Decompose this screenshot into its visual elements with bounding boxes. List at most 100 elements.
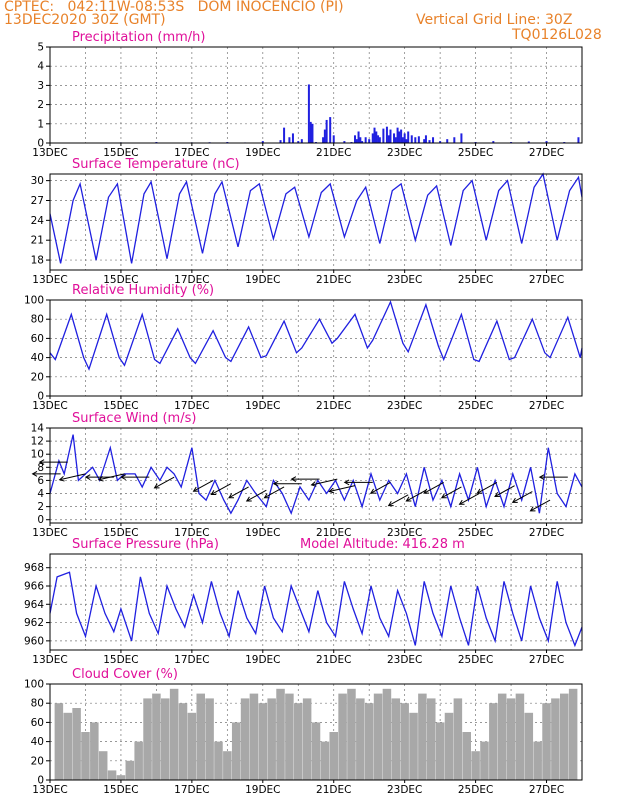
cloud-title: Cloud Cover (%) [72,667,178,682]
humidity-line [49,300,583,371]
wind-arrow-head [228,493,235,499]
cloud-xtick-label: 17DEC [174,784,209,796]
precip-bar [307,84,310,143]
pressure-xtick-label: 27DEC [529,654,564,666]
wind-arrow-head [405,496,412,502]
precip-bar [432,137,435,143]
precip-bar [283,127,286,143]
wind-ytick-label: 8 [37,462,44,474]
wind-arrow [211,483,232,495]
precip-ytick-label: 2 [37,99,44,111]
precip-bar [322,137,325,143]
wind-arrow [193,479,214,492]
pressure-panel: 960 962 964 966 968 13DEC 15DEC 17DEC 19DEC 21DEC… [24,537,583,666]
precip-bar [377,135,380,143]
precip-bar [398,131,401,143]
cloud-bar [515,693,525,780]
temp-xtick-label: 25DEC [458,274,493,286]
precip-xtick-label: 21DEC [316,147,351,159]
cloud-bar [285,693,294,780]
precip-xtick-label: 15DEC [103,147,138,159]
wind-line [49,434,583,515]
wind-arrow-head [458,499,465,505]
wind-ytick-label: 10 [31,449,44,461]
temp-xtick-label: 13DEC [32,274,67,286]
wind-arrow [512,491,533,503]
cloud-bar [258,703,268,780]
pressure-ytick-label: 966 [24,581,44,593]
cloud-bar [444,712,454,780]
wind-arrow-head [192,486,199,492]
wind-arrow-head [423,488,430,494]
cloud-bar [533,741,542,780]
pressure-frame [49,553,583,651]
wind-title: Surface Wind (m/s) [72,411,196,426]
cloud-bar [568,688,578,780]
pressure-subtitle: Model Altitude: 416.28 m [300,537,465,552]
cloud-bar [320,741,330,780]
temp-panel: 18 21 24 27 30 13DEC 15DEC 17DEC 19DEC 21DEC 23DEC… [31,157,583,286]
cloud-bar [471,751,480,780]
wind-arrow-head [369,488,376,494]
wind-arrow-head [310,481,317,487]
temp-xtick-label: 27DEC [529,274,564,286]
wind-arrow-head [245,496,252,502]
wind-arrow-head [84,474,91,480]
cloud-bar [462,732,471,780]
pressure-ytick-label: 960 [24,635,44,647]
cloud-bar [152,693,161,780]
wind-arrow-head [343,479,350,486]
cloud-bar [81,732,90,780]
precip-ytick-label: 5 [37,42,44,54]
cloud-bar [427,698,436,780]
wind-ytick-label: 4 [37,488,44,500]
precip-bar [291,133,294,143]
cloud-frame [49,683,583,781]
cloud-bar [116,775,126,780]
temp-xtick-label: 23DEC [387,274,422,286]
temp-line [49,172,583,264]
precip-bar [439,141,442,143]
wind-arrow-head [494,491,501,497]
cloud-bar [364,703,374,780]
precip-bar [417,136,420,143]
precip-bar [378,137,381,143]
humidity-title: Relative Humidity (%) [72,283,214,298]
precip-bar [428,140,431,143]
precip-bar [357,131,360,143]
precip-bar [577,137,580,143]
precip-bar [545,141,548,143]
precip-bar [279,140,282,143]
precip-xtick-label: 27DEC [529,147,564,159]
cloud-bar [489,703,498,780]
precip-xtick-label: 17DEC [174,147,209,159]
temp-title: Surface Temperature (nC) [72,157,240,172]
cloud-bar [196,693,205,780]
pressure-line [49,571,583,648]
wind-arrow-head [538,474,545,480]
cloud-bar [329,732,338,780]
wind-ytick-label: 2 [37,501,44,513]
humidity-ytick-label: 20 [31,371,44,383]
cloud-xtick-label: 13DEC [32,784,67,796]
temp-xtick-label: 19DEC [245,274,280,286]
wind-frame [49,427,583,524]
precip-bar [373,127,376,143]
cloud-bar [294,703,303,780]
cloud-bar [169,688,179,780]
humidity-xtick-label: 27DEC [529,400,564,412]
wind-arrow-head [511,497,518,503]
cloud-bar [240,698,250,780]
date-line: 13DEC2020 30Z (GMT) [4,12,166,28]
cloud-bar [356,698,365,780]
pressure-xtick-label: 17DEC [174,654,209,666]
pressure-ytick-label: 962 [24,617,44,629]
cloud-bar [125,760,135,780]
humidity-xtick-label: 19DEC [245,400,280,412]
wind-arrow-head [58,476,65,482]
cloud-bar [453,698,463,780]
cloud-ytick-label: 100 [24,679,44,691]
pressure-xtick-label: 15DEC [103,654,138,666]
precip-bar [332,135,335,143]
